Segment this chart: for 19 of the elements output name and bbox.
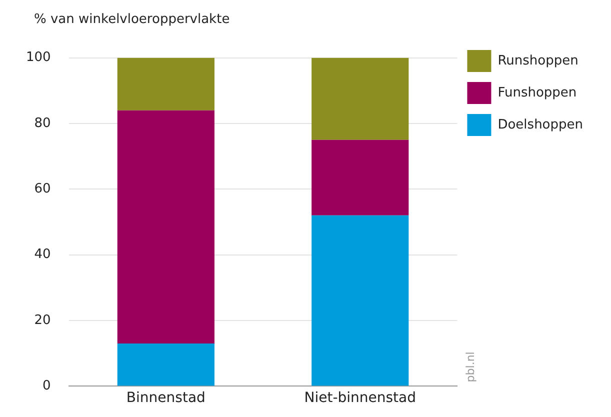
y-axis-title: % van winkelvloeroppervlakte (33, 12, 230, 29)
bar (312, 58, 409, 140)
bar (117, 110, 214, 344)
bar (312, 140, 409, 216)
legend-label: Doelshoppen (498, 117, 583, 132)
y-tick-label: 20 (34, 312, 51, 328)
y-tick-label: 0 (42, 378, 51, 394)
bar (117, 344, 214, 386)
bar (312, 215, 409, 386)
legend-label: Funshoppen (498, 85, 577, 100)
y-tick-label: 80 (34, 116, 51, 131)
y-tick-label: 40 (34, 247, 51, 262)
y-tick-label: 100 (26, 50, 51, 66)
bar (117, 58, 214, 110)
x-tick-label: Binnenstad (126, 390, 206, 406)
x-tick-label: Niet-binnenstad (304, 390, 416, 406)
text: pbl.nl (464, 352, 478, 382)
legend-label: Runshoppen (498, 53, 578, 68)
y-tick-label: 60 (34, 182, 51, 197)
